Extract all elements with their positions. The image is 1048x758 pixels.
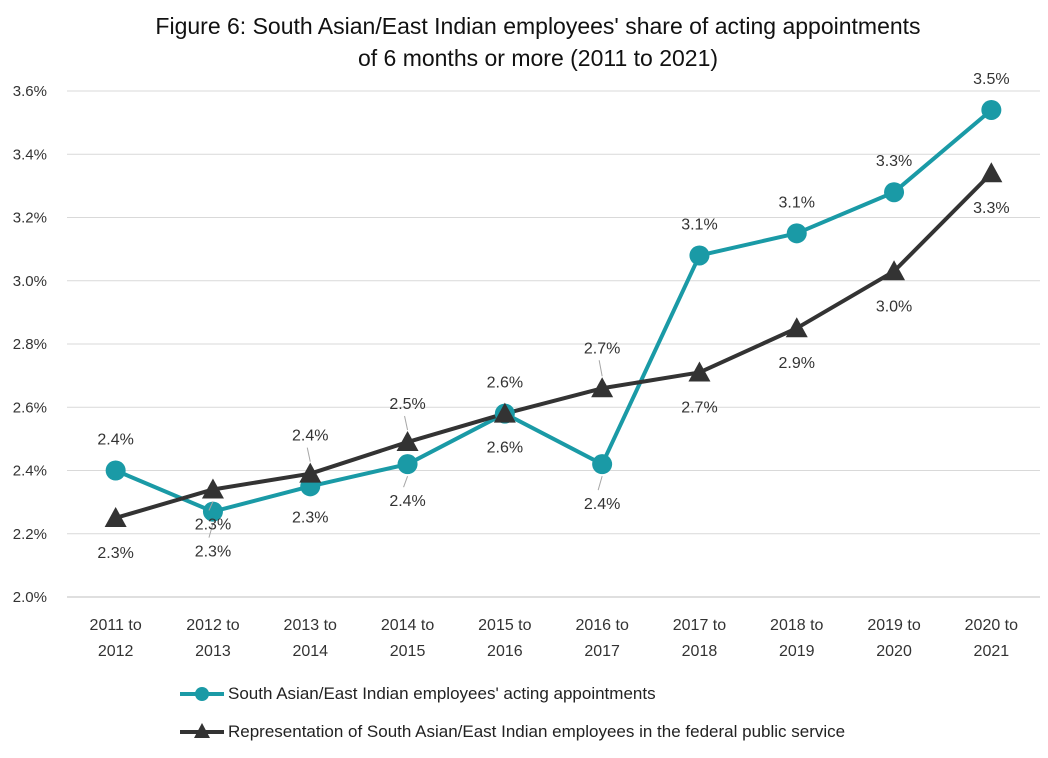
data-label-representation: 2.4% <box>292 428 328 445</box>
data-label-representation: 2.7% <box>681 399 717 416</box>
data-label-representation: 3.0% <box>876 298 912 315</box>
y-tick-label: 2.6% <box>13 399 47 416</box>
data-label-acting: 2.3% <box>292 509 328 526</box>
data-label-acting: 3.1% <box>779 194 815 211</box>
x-tick-label: 2013 to <box>284 617 337 634</box>
x-tick-label: 2012 to <box>186 617 239 634</box>
x-tick-label: 2017 <box>584 643 620 660</box>
x-tick-label: 2012 <box>98 643 134 660</box>
chart-title: Figure 6: South Asian/East Indian employ… <box>0 10 1048 74</box>
data-label-acting: 3.1% <box>681 216 717 233</box>
x-tick-label: 2020 to <box>965 617 1018 634</box>
data-point-circle <box>689 245 710 266</box>
legend-label-representation: Representation of South Asian/East India… <box>228 722 846 741</box>
data-point-circle <box>884 182 905 203</box>
data-point-triangle <box>104 506 127 527</box>
data-label-representation: 2.3% <box>195 516 231 533</box>
data-label-acting: 3.5% <box>973 71 1009 88</box>
data-point-triangle <box>591 377 614 398</box>
data-point-triangle <box>201 478 224 499</box>
data-label-leader <box>208 501 214 511</box>
x-tick-label: 2020 <box>876 643 912 660</box>
chart-title-line-2: of 6 months or more (2011 to 2021) <box>357 45 719 71</box>
series-line-acting <box>113 107 994 514</box>
y-tick-label: 3.6% <box>13 83 47 100</box>
data-point-circle <box>202 501 223 522</box>
y-tick-label: 2.0% <box>13 589 47 606</box>
data-point-circle <box>786 223 807 244</box>
x-tick-label: 2016 <box>487 643 523 660</box>
x-tick-label: 2018 <box>682 643 718 660</box>
data-point-triangle <box>688 361 711 382</box>
legend-marker-circle <box>195 687 209 701</box>
data-point-triangle <box>299 462 322 483</box>
data-label-leader <box>404 415 409 431</box>
y-tick-label: 2.4% <box>13 463 47 480</box>
data-label-acting: 2.4% <box>389 493 425 510</box>
data-point-triangle <box>883 260 906 281</box>
legend-swatch-triangle <box>180 723 224 738</box>
data-label-representation: 2.7% <box>584 340 620 357</box>
x-tick-label: 2013 <box>195 643 231 660</box>
x-tick-label: 2015 to <box>478 617 531 634</box>
data-label-leader <box>403 476 409 488</box>
x-tick-label: 2015 <box>390 643 426 660</box>
data-point-circle <box>397 454 418 475</box>
legend-swatch-circle <box>180 687 224 701</box>
x-tick-label: 2021 <box>974 643 1010 660</box>
y-tick-label: 3.2% <box>13 210 47 227</box>
data-label-representation: 3.3% <box>973 200 1009 217</box>
data-point-circle <box>592 454 613 475</box>
data-label-representation: 2.3% <box>97 545 133 562</box>
x-tick-label: 2019 <box>779 643 815 660</box>
x-tick-label: 2019 to <box>867 617 920 634</box>
data-label-acting: 2.3% <box>195 544 231 561</box>
data-point-triangle <box>785 317 808 338</box>
data-point-triangle <box>980 162 1003 183</box>
x-tick-label: 2014 to <box>381 617 434 634</box>
series-line-representation <box>113 171 994 520</box>
data-point-triangle <box>493 402 516 423</box>
x-tick-label: 2016 to <box>575 617 628 634</box>
data-label-acting: 2.4% <box>97 432 133 449</box>
legend-marker-triangle <box>194 723 210 738</box>
data-label-leader <box>598 360 603 377</box>
data-label-representation: 2.5% <box>389 396 425 413</box>
data-label-acting: 2.6% <box>487 440 523 457</box>
legend-label-acting: South Asian/East Indian employees' actin… <box>228 684 656 703</box>
chart-title-line-1: Figure 6: South Asian/East Indian employ… <box>155 13 921 39</box>
y-tick-label: 3.0% <box>13 273 47 290</box>
data-point-circle <box>981 99 1002 120</box>
data-point-triangle <box>396 431 419 452</box>
data-label-acting: 2.4% <box>584 496 620 513</box>
y-tick-label: 2.8% <box>13 336 47 353</box>
x-tick-label: 2017 to <box>673 617 726 634</box>
data-label-acting: 3.3% <box>876 153 912 170</box>
data-label-leader <box>597 476 603 491</box>
data-label-representation: 2.9% <box>779 355 815 372</box>
x-tick-label: 2018 to <box>770 617 823 634</box>
y-tick-label: 3.4% <box>13 146 47 163</box>
x-tick-label: 2011 to <box>90 617 142 634</box>
data-label-leader <box>306 447 311 462</box>
x-tick-label: 2014 <box>292 643 328 660</box>
y-tick-label: 2.2% <box>13 526 47 543</box>
data-label-leader <box>208 523 214 538</box>
data-point-circle <box>105 460 126 481</box>
data-label-representation: 2.6% <box>487 375 523 392</box>
